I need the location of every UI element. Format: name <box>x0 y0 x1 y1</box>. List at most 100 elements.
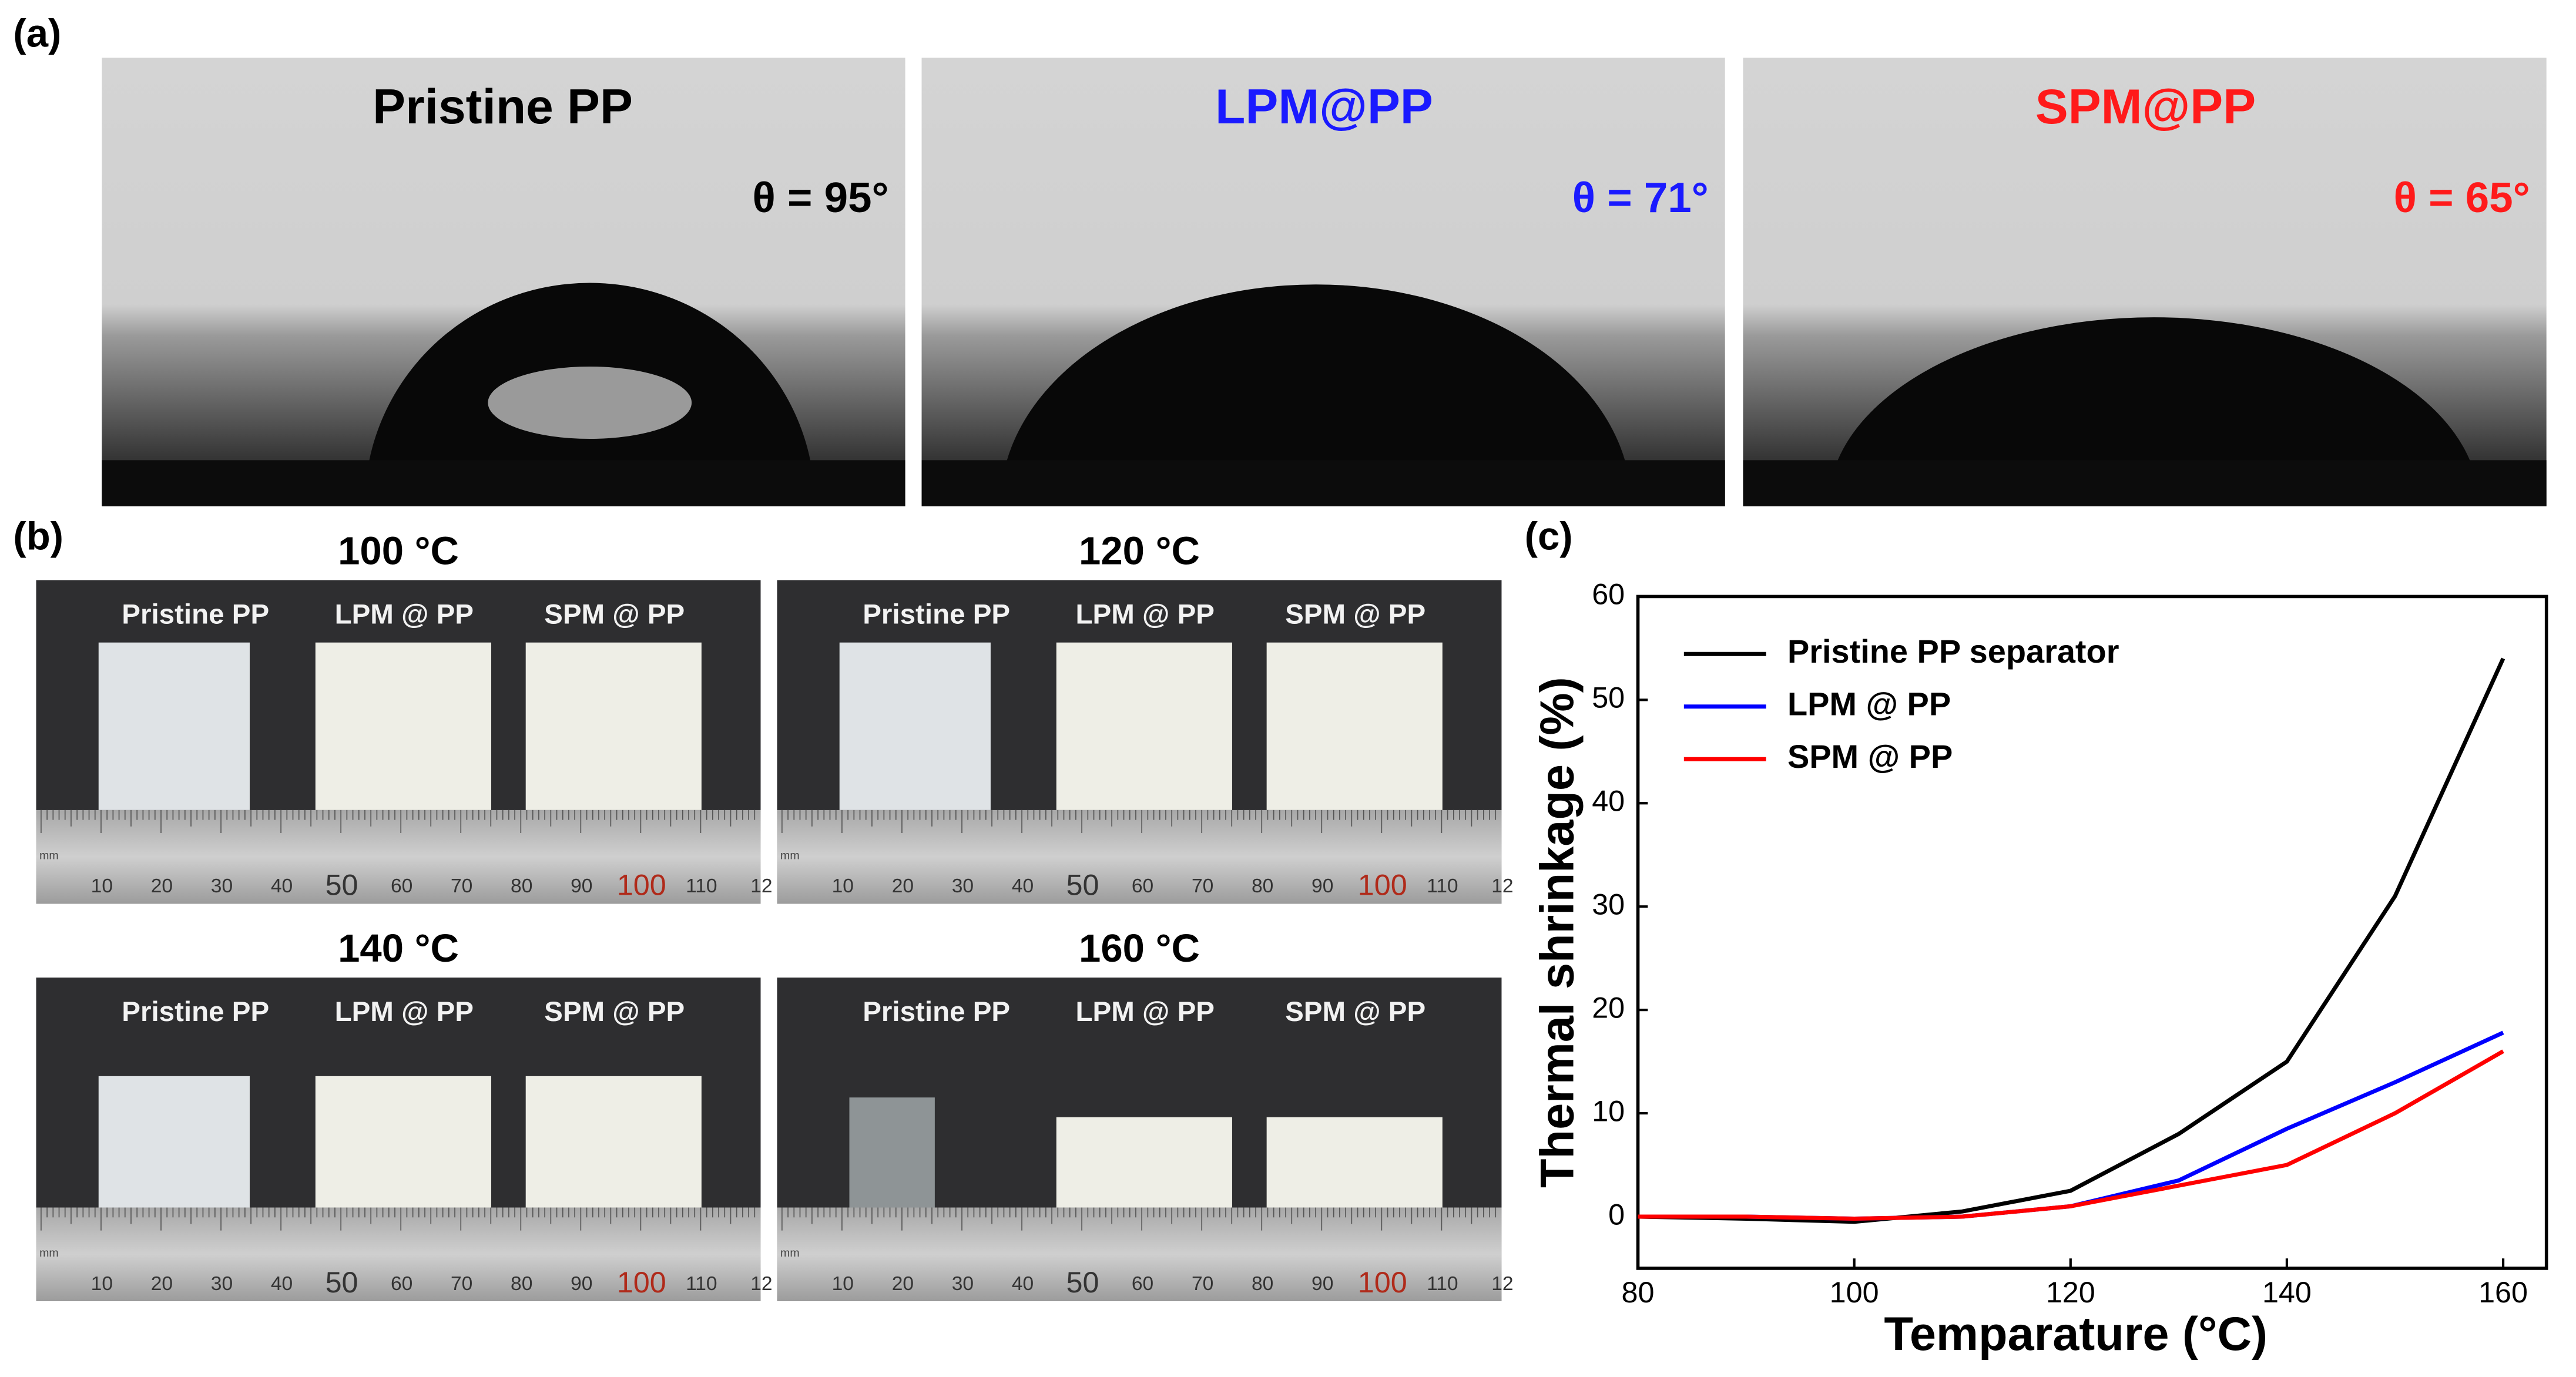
ruler <box>777 1207 1502 1301</box>
ruler-unit: mm <box>780 849 800 862</box>
y-tick-label: 0 <box>1608 1197 1625 1231</box>
panel-label: (c) <box>1525 514 1573 558</box>
legend-label: Pristine PP separator <box>1787 633 2119 670</box>
sample <box>849 1097 935 1208</box>
ruler <box>36 810 761 904</box>
ruler-unit: mm <box>39 849 59 862</box>
ruler-label: 110 <box>1427 875 1458 897</box>
y-tick-label: 40 <box>1592 784 1625 818</box>
ruler-label: 30 <box>211 1273 233 1295</box>
x-tick-label: 80 <box>1622 1275 1655 1309</box>
ruler-label: 80 <box>1252 875 1273 897</box>
photo-title: 120 °C <box>1079 529 1200 573</box>
ruler-label: 90 <box>571 875 592 897</box>
contact-angle: θ = 95° <box>753 174 889 221</box>
droplet <box>1828 317 2480 505</box>
sample <box>1266 1117 1443 1208</box>
droplet <box>1000 284 1632 505</box>
ruler-label: 70 <box>451 1273 472 1295</box>
ruler-label: 30 <box>952 875 974 897</box>
legend-label: SPM @ PP <box>1787 738 1953 775</box>
ruler-label: 40 <box>271 875 293 897</box>
ruler-label: 30 <box>952 1273 974 1295</box>
ruler-label: 110 <box>686 875 717 897</box>
ruler-label: 10 <box>91 875 113 897</box>
sample <box>525 642 702 810</box>
image-title: Pristine PP <box>373 79 633 134</box>
ruler-label: 40 <box>1012 875 1034 897</box>
y-tick-label: 20 <box>1592 990 1625 1024</box>
ruler-label: 80 <box>1252 1273 1273 1295</box>
x-tick-label: 120 <box>2046 1275 2095 1309</box>
x-axis-label: Temparature (°C) <box>1884 1308 2268 1361</box>
sample-label: SPM @ PP <box>544 599 685 630</box>
ruler-label: 50 <box>326 1265 358 1299</box>
contact-angle: θ = 71° <box>1572 174 1709 221</box>
ruler-label: 40 <box>1012 1273 1034 1295</box>
sample <box>98 1076 250 1208</box>
sample-label: SPM @ PP <box>1285 599 1425 630</box>
ruler-unit: mm <box>39 1247 59 1260</box>
x-tick-label: 160 <box>2478 1275 2528 1309</box>
x-tick-label: 100 <box>1830 1275 1879 1309</box>
ruler-unit: mm <box>780 1247 800 1260</box>
ruler-label: 100 <box>617 1265 666 1299</box>
ruler-label: 80 <box>511 875 532 897</box>
ruler-label: 60 <box>391 1273 412 1295</box>
ruler-label: 10 <box>832 875 854 897</box>
legend-label: LPM @ PP <box>1787 686 1951 723</box>
series-line <box>1638 1049 2504 1221</box>
sample-label: Pristine PP <box>122 599 269 630</box>
sample-label: Pristine PP <box>863 996 1010 1027</box>
sample-label: SPM @ PP <box>1285 996 1425 1027</box>
substrate <box>1743 460 2547 506</box>
sample <box>315 1076 491 1208</box>
y-tick-label: 10 <box>1592 1094 1625 1127</box>
sample <box>1266 642 1443 810</box>
photo-title: 140 °C <box>338 926 459 970</box>
ruler-label: 50 <box>1066 1265 1099 1299</box>
ruler-label: 60 <box>1132 1273 1153 1295</box>
reflection <box>488 367 692 439</box>
panel-label: (b) <box>13 514 63 558</box>
sample <box>525 1076 702 1208</box>
ruler-label: 40 <box>271 1273 293 1295</box>
ruler-label: 20 <box>151 875 173 897</box>
ruler-label: 110 <box>1427 1273 1458 1295</box>
sample <box>839 642 991 810</box>
ruler-label: 70 <box>1192 1273 1213 1295</box>
ruler-label: 80 <box>511 1273 532 1295</box>
image-title: SPM@PP <box>2035 79 2256 134</box>
ruler-label: 12 <box>750 1273 772 1295</box>
ruler <box>777 810 1502 904</box>
ruler-label: 20 <box>151 1273 173 1295</box>
ruler-label: 60 <box>1132 875 1153 897</box>
y-tick-label: 30 <box>1592 888 1625 921</box>
sample <box>315 642 491 810</box>
y-tick-label: 50 <box>1592 681 1625 714</box>
sample-label: Pristine PP <box>122 996 269 1027</box>
sample-label: LPM @ PP <box>335 599 474 630</box>
x-tick-label: 140 <box>2262 1275 2312 1309</box>
y-axis-label: Thermal shrinkage (%) <box>1531 677 1584 1188</box>
contact-angle: θ = 65° <box>2394 174 2530 221</box>
sample-label: SPM @ PP <box>544 996 685 1027</box>
ruler-label: 110 <box>686 1273 717 1295</box>
sample-label: Pristine PP <box>863 599 1010 630</box>
ruler-label: 90 <box>1312 875 1333 897</box>
photo-title: 160 °C <box>1079 926 1200 970</box>
ruler-label: 12 <box>750 875 772 897</box>
plot-frame <box>1636 595 2548 1270</box>
ruler-label: 90 <box>571 1273 592 1295</box>
ruler-label: 20 <box>892 1273 914 1295</box>
series-line <box>1638 657 2505 1224</box>
ruler-label: 50 <box>326 868 358 902</box>
ruler-label: 30 <box>211 875 233 897</box>
ruler-label: 12 <box>1491 1273 1513 1295</box>
ruler-label: 70 <box>1192 875 1213 897</box>
ruler-label: 10 <box>832 1273 854 1295</box>
ruler-label: 100 <box>617 868 666 902</box>
sample <box>1056 642 1232 810</box>
